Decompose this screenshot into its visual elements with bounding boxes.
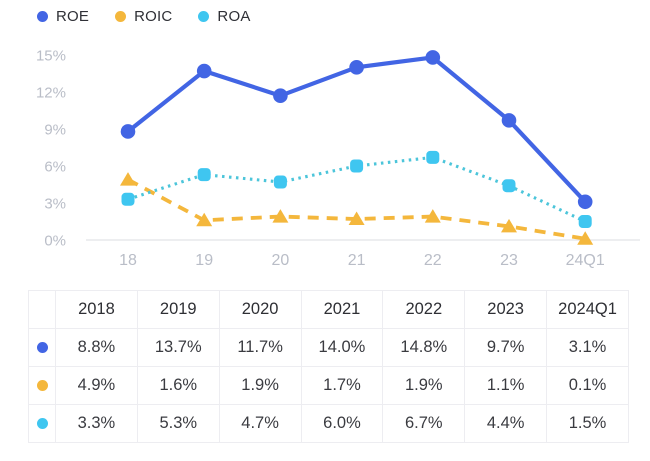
table-value-cell: 1.6% <box>136 366 220 405</box>
roe-dot-icon <box>36 342 48 354</box>
x-axis-label: 21 <box>348 252 366 269</box>
table-value-cell: 3.1% <box>546 328 629 367</box>
ratios-table-body: 8.8% 13.7% 11.7% 14.0% 14.8% 9.7% 3.1% 4.9% 1.6%… <box>28 328 629 443</box>
table-value-cell: 14.8% <box>382 328 466 367</box>
marker-roe <box>425 50 441 65</box>
table-row-roe: 8.8% 13.7% 11.7% 14.0% 14.8% 9.7% 3.1% <box>28 328 629 367</box>
table-value-cell: 6.0% <box>300 404 384 443</box>
table-value-cell: 5.3% <box>136 404 220 443</box>
marker-roe <box>120 124 136 139</box>
table-value-cell: 13.7% <box>136 328 220 367</box>
table-value-cell: 1.9% <box>382 366 466 405</box>
x-axis-label: 20 <box>272 252 290 269</box>
y-axis-label: 9% <box>44 122 66 139</box>
x-axis-label: 24Q1 <box>566 252 605 269</box>
y-axis-label: 0% <box>44 233 66 250</box>
table-year-header: 2024Q1 <box>546 290 629 329</box>
table-year-header: 2020 <box>218 290 302 329</box>
chart-legend: ROE ROIC ROA <box>37 8 251 25</box>
table-value-cell: 1.9% <box>218 366 302 405</box>
table-row-roic: 4.9% 1.6% 1.9% 1.7% 1.9% 1.1% 0.1% <box>28 366 629 405</box>
x-axis-label: 18 <box>119 252 137 269</box>
table-value-cell: 0.1% <box>546 366 629 405</box>
marker-roic <box>501 218 517 233</box>
table-value-cell: 14.0% <box>300 328 384 367</box>
marker-roic <box>348 211 365 226</box>
line-chart: 0% 3% 6% 9% 12% 15% 18 19 20 21 22 23 24Q1 <box>36 48 640 269</box>
x-axis-label: 19 <box>195 252 213 269</box>
table-year-header: 2023 <box>464 290 548 329</box>
table-value-cell: 6.7% <box>382 404 466 443</box>
marker-roa <box>121 192 135 206</box>
x-axis-label: 22 <box>424 252 442 269</box>
series-dot-cell <box>28 328 56 367</box>
table-value-cell: 9.7% <box>464 328 548 367</box>
marker-roa <box>502 179 516 193</box>
marker-roic <box>196 212 213 227</box>
roe-legend-dot-icon <box>37 11 48 22</box>
ratios-table-header: 2018 2019 2020 2021 2022 2023 2024Q1 <box>28 290 629 329</box>
table-year-header: 2022 <box>382 290 466 329</box>
marker-roic <box>120 172 136 186</box>
table-header-row: 2018 2019 2020 2021 2022 2023 2024Q1 <box>28 290 629 329</box>
legend-item-roic[interactable]: ROIC <box>115 8 172 25</box>
marker-roic <box>577 231 594 245</box>
marker-roa <box>350 159 364 173</box>
roic-legend-dot-icon <box>115 11 127 22</box>
marker-roic <box>272 209 289 223</box>
table-value-cell: 11.7% <box>218 328 302 367</box>
marker-roe <box>196 63 212 79</box>
table-value-cell: 4.7% <box>218 404 302 443</box>
legend-label-roe: ROE <box>56 8 90 25</box>
table-value-cell: 4.9% <box>55 366 138 405</box>
table-value-cell: 8.8% <box>55 328 138 367</box>
series-line-roe <box>126 55 587 204</box>
table-value-cell: 1.1% <box>464 366 548 405</box>
y-axis-label: 3% <box>44 196 66 213</box>
table-row-roa: 3.3% 5.3% 4.7% 6.0% 6.7% 4.4% 1.5% <box>28 404 629 443</box>
marker-roa <box>197 168 211 182</box>
table-value-cell: 4.4% <box>464 404 548 443</box>
marker-roa <box>273 175 287 189</box>
table-value-cell: 3.3% <box>55 404 138 443</box>
roa-legend-dot-icon <box>198 11 210 22</box>
table-value-cell: 1.7% <box>300 366 384 405</box>
legend-label-roic: ROIC <box>134 8 173 25</box>
table-year-header: 2018 <box>55 290 138 329</box>
marker-roic <box>424 209 441 223</box>
table-value-cell: 1.5% <box>546 404 629 443</box>
y-axis-label: 12% <box>36 85 66 102</box>
legend-item-roa[interactable]: ROA <box>198 8 250 25</box>
x-axis-label: 23 <box>500 252 518 269</box>
roic-dot-icon <box>36 380 48 392</box>
marker-roe <box>349 60 364 75</box>
marker-roa <box>578 215 592 228</box>
table-year-header: 2019 <box>136 290 220 329</box>
roa-dot-icon <box>36 418 48 430</box>
table-year-header: 2021 <box>300 290 384 329</box>
ratios-table: 2018 2019 2020 2021 2022 2023 2024Q1 8.8% 13.7%… <box>28 290 629 443</box>
legend-item-roe[interactable]: ROE <box>37 8 89 25</box>
y-axis-label: 6% <box>44 159 66 176</box>
legend-label-roa: ROA <box>217 8 251 25</box>
marker-roe <box>273 88 288 103</box>
marker-roa <box>426 150 440 164</box>
series-dot-cell <box>28 366 56 405</box>
y-axis-label: 15% <box>36 48 66 65</box>
series-dot-cell <box>28 404 56 443</box>
marker-roe <box>501 113 517 128</box>
table-corner-cell <box>28 290 56 329</box>
marker-roe <box>577 194 593 210</box>
